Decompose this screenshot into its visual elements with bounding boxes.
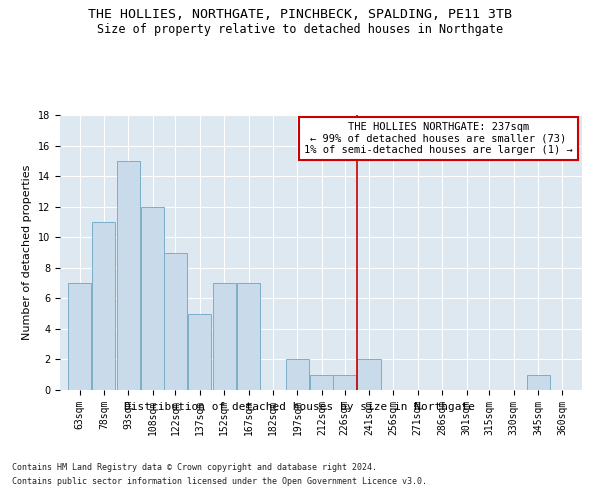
Y-axis label: Number of detached properties: Number of detached properties xyxy=(22,165,32,340)
Bar xyxy=(117,161,140,390)
Bar xyxy=(286,360,309,390)
Text: Contains HM Land Registry data © Crown copyright and database right 2024.: Contains HM Land Registry data © Crown c… xyxy=(12,462,377,471)
Bar xyxy=(212,283,236,390)
Bar xyxy=(237,283,260,390)
Bar xyxy=(527,374,550,390)
Bar xyxy=(68,283,91,390)
Bar xyxy=(164,252,187,390)
Text: Distribution of detached houses by size in Northgate: Distribution of detached houses by size … xyxy=(125,402,476,412)
Bar xyxy=(188,314,211,390)
Text: THE HOLLIES NORTHGATE: 237sqm
← 99% of detached houses are smaller (73)
1% of se: THE HOLLIES NORTHGATE: 237sqm ← 99% of d… xyxy=(304,122,573,155)
Bar xyxy=(333,374,356,390)
Bar xyxy=(310,374,334,390)
Text: Size of property relative to detached houses in Northgate: Size of property relative to detached ho… xyxy=(97,22,503,36)
Bar xyxy=(141,206,164,390)
Text: Contains public sector information licensed under the Open Government Licence v3: Contains public sector information licen… xyxy=(12,478,427,486)
Bar xyxy=(92,222,115,390)
Text: THE HOLLIES, NORTHGATE, PINCHBECK, SPALDING, PE11 3TB: THE HOLLIES, NORTHGATE, PINCHBECK, SPALD… xyxy=(88,8,512,20)
Bar xyxy=(358,360,380,390)
